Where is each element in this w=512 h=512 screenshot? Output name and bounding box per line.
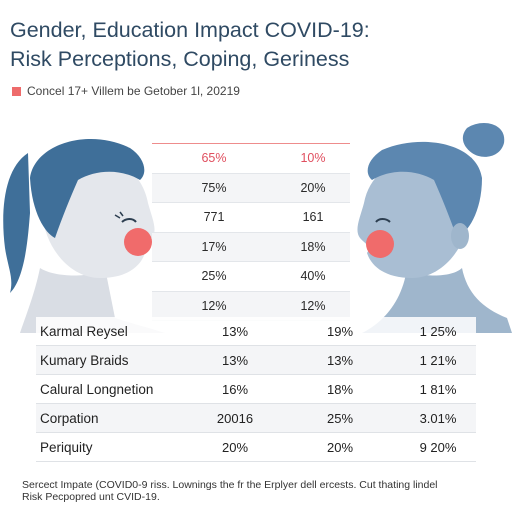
table-cell: 17% [201, 239, 227, 254]
table-row: Periquity 20% 20% 9 20% [36, 433, 476, 462]
left-face-illustration [3, 139, 165, 333]
table-row: 771 161 [152, 203, 350, 233]
table-cell: 16% [221, 381, 249, 397]
table-cell: 19% [326, 323, 354, 339]
legend-swatch [12, 86, 21, 96]
table-cell: 13% [326, 352, 354, 368]
table-cell: 9 20% [419, 439, 457, 455]
subtitle: Concel 17+ Villem be Getober 1l, 20219 [27, 84, 240, 98]
table-row: Corpation 20016 25% 3.01% [36, 404, 476, 433]
title-line-1: Gender, Education Impact COVID-19: [10, 18, 370, 42]
row-label: Corpation [40, 410, 99, 426]
table-cell: 1 25% [419, 323, 457, 339]
top-comparison-table: 65% 10% 75% 20% 771 161 17% 18% 25% 40% … [152, 143, 350, 321]
table-cell: 13% [221, 352, 249, 368]
table-cell: 75% [201, 180, 227, 195]
table-cell: 20% [221, 439, 249, 455]
table-cell: 1 21% [419, 352, 457, 368]
table-cell: 20016 [216, 410, 254, 426]
table-row: Kumary Braids 13% 13% 1 21% [36, 346, 476, 375]
table-cell: 3.01% [419, 410, 457, 426]
header-cell: 10% [300, 151, 326, 166]
row-label: Karmal Reysel [40, 323, 128, 339]
table-row: Karmal Reysel 13% 19% 1 25% [36, 317, 476, 346]
table-cell: 13% [221, 323, 249, 339]
footnote-line-2: Risk Pecpopred unt CVID-19. [22, 491, 160, 503]
table-cell: 1 81% [419, 381, 457, 397]
top-table-header: 65% 10% [152, 144, 350, 174]
footnote: Sercect Impate (COVID0-9 riss. Lownings … [22, 479, 502, 503]
subtitle-row: Concel 17+ Villem be Getober 1l, 20219 [12, 84, 240, 98]
table-cell: 25% [201, 269, 227, 284]
table-row: 17% 18% [152, 232, 350, 262]
title-line-2: Risk Perceptions, Coping, Geriness [10, 47, 350, 71]
table-row: Calural Longnetion 16% 18% 1 81% [36, 375, 476, 404]
row-label: Calural Longnetion [40, 381, 154, 397]
table-cell: 25% [326, 410, 354, 426]
table-cell: 40% [300, 269, 326, 284]
table-row: 12% 12% [152, 291, 350, 321]
header-cell: 65% [201, 151, 227, 166]
table-cell: 18% [326, 381, 354, 397]
table-row: 25% 40% [152, 262, 350, 292]
right-face-illustration [357, 123, 512, 333]
table-cell: 20% [300, 180, 326, 195]
table-cell: 12% [201, 298, 227, 313]
table-cell: 771 [203, 210, 225, 225]
table-cell: 20% [326, 439, 354, 455]
bottom-labeled-table: Karmal Reysel 13% 19% 1 25% Kumary Braid… [36, 317, 476, 462]
page-title: Gender, Education Impact COVID-19: Risk … [10, 16, 505, 74]
row-label: Periquity [40, 439, 93, 455]
table-cell: 12% [300, 298, 326, 313]
table-cell: 18% [300, 239, 326, 254]
row-label: Kumary Braids [40, 352, 129, 368]
footnote-line-1: Sercect Impate (COVID0-9 riss. Lownings … [22, 479, 438, 491]
table-row: 75% 20% [152, 173, 350, 203]
table-cell: 161 [302, 210, 324, 225]
